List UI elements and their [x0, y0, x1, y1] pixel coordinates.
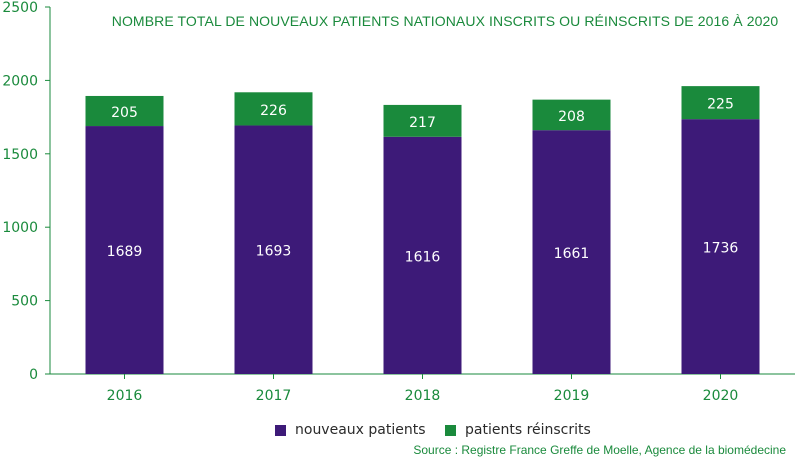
- data-label: 1689: [107, 244, 143, 260]
- y-tick-label: 1000: [2, 220, 38, 236]
- bar-reinscrits-2018: [383, 104, 462, 137]
- legend-item-nouveaux: nouveaux patients: [275, 422, 426, 438]
- data-label: 225: [707, 97, 734, 113]
- data-label: 205: [111, 105, 138, 121]
- legend-swatch-reinscrits: [445, 424, 456, 436]
- legend-label-reinscrits: patients réinscrits: [465, 422, 591, 438]
- source-note: Source : Registre France Greffe de Moell…: [413, 443, 786, 457]
- legend-swatch-nouveaux: [275, 424, 286, 436]
- bar-nouveaux-2020: [681, 119, 760, 374]
- bar-reinscrits-2017: [234, 92, 313, 126]
- x-tick-label: 2019: [554, 388, 590, 404]
- x-tick-label: 2018: [405, 388, 441, 404]
- bar-reinscrits-2019: [532, 99, 611, 131]
- data-label: 226: [260, 103, 287, 119]
- bar-nouveaux-2018: [383, 136, 462, 374]
- bar-nouveaux-2017: [234, 125, 313, 375]
- x-tick-label: 2020: [703, 388, 739, 404]
- x-tick-label: 2016: [107, 388, 143, 404]
- chart-title: NOMBRE TOTAL DE NOUVEAUX PATIENTS NATION…: [111, 13, 779, 29]
- data-label: 1661: [554, 246, 590, 262]
- y-tick-label: 1500: [2, 147, 38, 163]
- bar-reinscrits-2020: [681, 86, 760, 120]
- bar-nouveaux-2016: [85, 126, 164, 374]
- bar-nouveaux-2019: [532, 130, 611, 374]
- data-label: 217: [409, 115, 436, 131]
- legend: nouveaux patients patients réinscrits: [0, 422, 800, 442]
- data-label: 208: [558, 109, 585, 125]
- data-label: 1693: [256, 244, 292, 260]
- y-tick-label: 0: [29, 367, 38, 383]
- bar-reinscrits-2016: [85, 95, 164, 127]
- y-tick-label: 500: [11, 294, 38, 310]
- y-tick-label: 2000: [2, 73, 38, 89]
- data-label: 1736: [703, 241, 739, 257]
- x-tick-label: 2017: [256, 388, 292, 404]
- y-tick-label: 2500: [2, 0, 38, 16]
- data-label: 1616: [405, 249, 441, 265]
- legend-item-reinscrits: patients réinscrits: [445, 422, 591, 438]
- legend-label-nouveaux: nouveaux patients: [295, 422, 426, 438]
